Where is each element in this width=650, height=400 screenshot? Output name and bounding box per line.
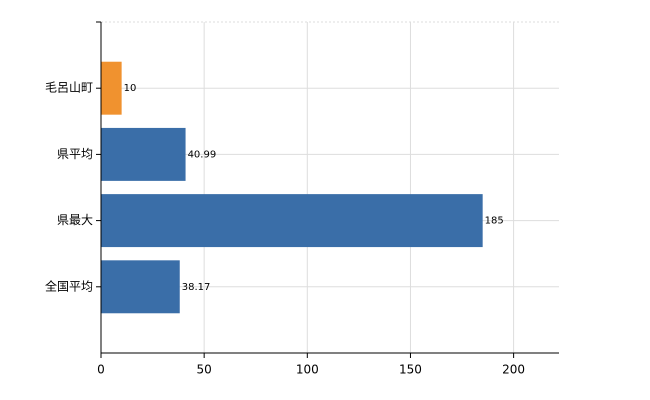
x-tick-label: 200 <box>502 363 525 377</box>
bar <box>101 127 186 181</box>
value-label: 40.99 <box>188 149 217 160</box>
value-label: 185 <box>485 216 504 227</box>
y-tick-label: 県最大 <box>57 213 93 227</box>
x-tick-label: 100 <box>296 363 319 377</box>
bar <box>101 260 180 314</box>
x-tick-label: 0 <box>97 363 105 377</box>
x-tick-label: 150 <box>399 363 422 377</box>
x-tick-label: 50 <box>197 363 212 377</box>
value-label: 38.17 <box>182 282 211 293</box>
y-tick-label: 毛呂山町 <box>45 81 93 95</box>
y-tick-label: 県平均 <box>57 147 93 161</box>
value-label: 10 <box>124 83 137 94</box>
y-tick-label: 全国平均 <box>45 278 93 293</box>
bar <box>101 194 483 248</box>
bar <box>101 61 122 115</box>
